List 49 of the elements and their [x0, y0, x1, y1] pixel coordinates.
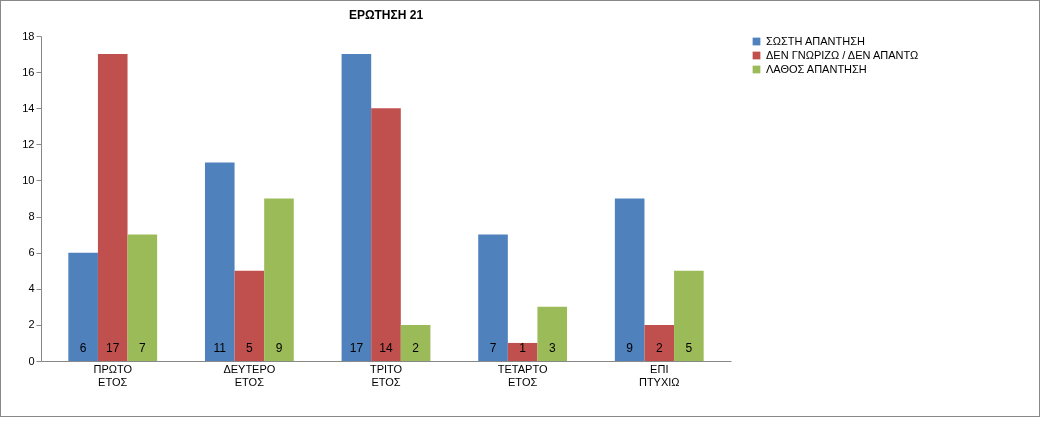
bar [644, 324, 675, 361]
bar [97, 54, 128, 361]
data-label: 7 [138, 341, 146, 355]
bar [68, 252, 98, 361]
bar [127, 234, 158, 361]
y-tick-label: 18 [22, 29, 35, 42]
y-tick-label: 10 [22, 173, 35, 186]
bar [400, 324, 431, 361]
x-tick-label: ΠΡΩΤΟ ΕΤΟΣ [93, 362, 133, 388]
data-label: 17 [106, 341, 120, 355]
data-label: 6 [79, 341, 87, 355]
bar [537, 306, 568, 361]
data-label: 7 [489, 341, 497, 355]
data-label: 11 [213, 341, 227, 355]
bar [478, 234, 508, 361]
x-tick-label: ΔΕΥΤΕΡΟ ΕΤΟΣ [223, 362, 276, 388]
data-label: 2 [412, 341, 420, 355]
bar [507, 342, 538, 361]
bar [204, 162, 235, 361]
bar [264, 198, 294, 361]
y-tick-label: 6 [28, 246, 35, 259]
y-tick-label: 8 [28, 210, 35, 223]
y-tick-label: 16 [22, 65, 35, 78]
y-tick-label: 12 [22, 137, 35, 150]
bar [341, 54, 372, 361]
bar [234, 270, 265, 361]
bar [371, 108, 401, 361]
data-label: 9 [275, 341, 283, 355]
y-tick-label: 2 [28, 318, 35, 331]
data-label: 3 [548, 341, 556, 355]
legend-label: ΔΕΝ ΓΝΩΡΙΖΩ / ΔΕΝ ΑΠΑΝΤΩ [766, 48, 919, 61]
y-tick-label: 14 [22, 101, 35, 114]
data-label: 1 [519, 341, 527, 355]
x-tick-label: ΤΕΤΑΡΤΟ ΕΤΟΣ [497, 362, 548, 388]
bar [674, 270, 704, 361]
data-label: 5 [685, 341, 693, 355]
y-tick-label: 4 [28, 282, 35, 295]
bar [614, 198, 645, 361]
x-tick-label: ΤΡΙΤΟ ΕΤΟΣ [369, 362, 403, 388]
data-label: 5 [246, 341, 254, 355]
chart-title: ΕΡΩΤΗΣΗ 21 [348, 8, 424, 22]
data-label: 17 [349, 341, 364, 355]
legend-label: ΛΑΘΟΣ ΑΠΑΝΤΗΣΗ [766, 62, 867, 75]
data-label: 9 [626, 341, 634, 355]
y-tick-label: 0 [28, 354, 35, 367]
x-tick-label: ΕΠΙ ΠΤΥΧΙΩ [638, 362, 680, 388]
legend-label: ΣΩΣΤΗ ΑΠΑΝΤΗΣΗ [766, 34, 865, 47]
data-label: 2 [655, 341, 663, 355]
data-label: 14 [379, 341, 393, 355]
